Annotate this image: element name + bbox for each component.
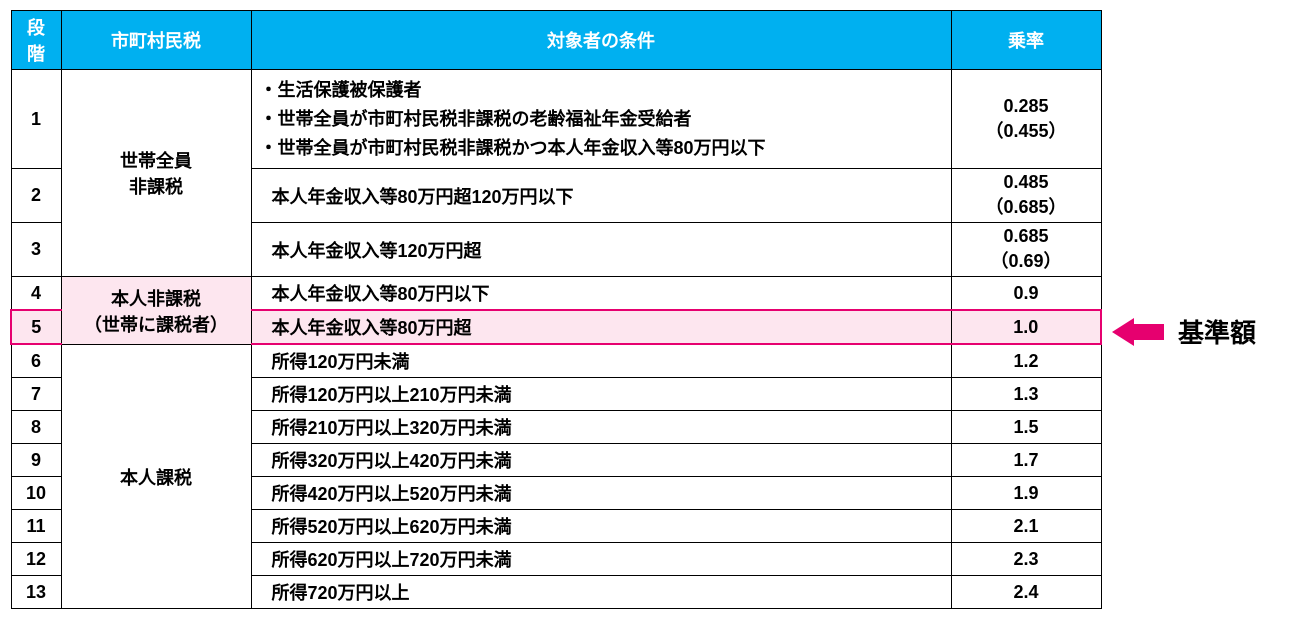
cell-tax-group-3: 本人課税 (61, 344, 251, 609)
cell-condition: 本人年金収入等80万円超120万円以下 (251, 169, 951, 223)
cell-rate: 2.1 (951, 510, 1101, 543)
table-wrapper: 段階 市町村民税 対象者の条件 乗率 1 世帯全員 非課税 ・生活保護被保護者 … (10, 10, 1291, 609)
insurance-rate-table: 段階 市町村民税 対象者の条件 乗率 1 世帯全員 非課税 ・生活保護被保護者 … (10, 10, 1102, 609)
table-row: 6 本人課税 所得120万円未満 1.2 (11, 344, 1101, 378)
table-row: 4 本人非課税 （世帯に課税者） 本人年金収入等80万円以下 0.9 (11, 277, 1101, 311)
cell-stage: 3 (11, 223, 61, 277)
cell-condition: 所得620万円以上720万円未満 (251, 543, 951, 576)
cell-stage: 10 (11, 477, 61, 510)
header-condition: 対象者の条件 (251, 11, 951, 70)
cell-condition: 本人年金収入等80万円超 (251, 310, 951, 344)
cell-condition: 本人年金収入等80万円以下 (251, 277, 951, 311)
cell-rate: 1.0 (951, 310, 1101, 344)
cell-rate: 0.485 （0.685） (951, 169, 1101, 223)
cell-rate: 1.5 (951, 411, 1101, 444)
callout-label: 基準額 (1178, 313, 1256, 350)
header-row: 段階 市町村民税 対象者の条件 乗率 (11, 11, 1101, 70)
cell-condition: 所得320万円以上420万円未満 (251, 444, 951, 477)
cell-stage: 12 (11, 543, 61, 576)
cell-rate: 0.9 (951, 277, 1101, 311)
cell-rate: 1.7 (951, 444, 1101, 477)
cell-condition: 本人年金収入等120万円超 (251, 223, 951, 277)
cell-rate: 0.285 （0.455） (951, 70, 1101, 169)
cell-stage: 2 (11, 169, 61, 223)
cell-condition: 所得120万円以上210万円未満 (251, 378, 951, 411)
header-tax: 市町村民税 (61, 11, 251, 70)
arrow-left-icon (1112, 318, 1134, 346)
arrow-stem (1134, 324, 1164, 340)
cell-tax-group-2: 本人非課税 （世帯に課税者） (61, 277, 251, 345)
baseline-callout: 基準額 (1112, 313, 1256, 350)
cell-condition: 所得210万円以上320万円未満 (251, 411, 951, 444)
cell-condition: ・生活保護被保護者 ・世帯全員が市町村民税非課税の老齢福祉年金受給者 ・世帯全員… (251, 70, 951, 169)
cell-rate: 2.3 (951, 543, 1101, 576)
header-rate: 乗率 (951, 11, 1101, 70)
cell-rate: 1.2 (951, 344, 1101, 378)
cell-stage: 7 (11, 378, 61, 411)
cell-condition: 所得120万円未満 (251, 344, 951, 378)
cell-rate: 2.4 (951, 576, 1101, 609)
cell-stage: 13 (11, 576, 61, 609)
cell-rate: 1.3 (951, 378, 1101, 411)
cell-condition: 所得520万円以上620万円未満 (251, 510, 951, 543)
cell-stage: 11 (11, 510, 61, 543)
table-row: 1 世帯全員 非課税 ・生活保護被保護者 ・世帯全員が市町村民税非課税の老齢福祉… (11, 70, 1101, 169)
header-stage: 段階 (11, 11, 61, 70)
cell-condition: 所得720万円以上 (251, 576, 951, 609)
table-body: 1 世帯全員 非課税 ・生活保護被保護者 ・世帯全員が市町村民税非課税の老齢福祉… (11, 70, 1101, 609)
cell-stage: 9 (11, 444, 61, 477)
cell-stage: 1 (11, 70, 61, 169)
cell-rate: 1.9 (951, 477, 1101, 510)
cell-stage: 8 (11, 411, 61, 444)
cell-stage: 5 (11, 310, 61, 344)
cell-tax-group-1: 世帯全員 非課税 (61, 70, 251, 277)
cell-stage: 6 (11, 344, 61, 378)
cell-stage: 4 (11, 277, 61, 311)
cell-condition: 所得420万円以上520万円未満 (251, 477, 951, 510)
cell-rate: 0.685 （0.69） (951, 223, 1101, 277)
